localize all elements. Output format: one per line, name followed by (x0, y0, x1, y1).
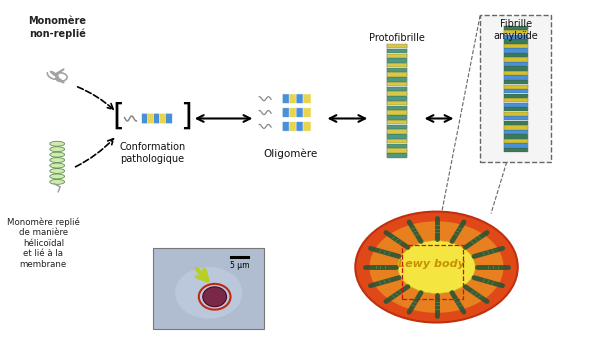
Ellipse shape (50, 158, 65, 163)
Ellipse shape (50, 174, 65, 179)
Bar (504, 89, 527, 93)
Ellipse shape (203, 287, 226, 307)
Text: [: [ (113, 102, 125, 131)
Bar (387, 68, 407, 72)
Bar (387, 106, 407, 110)
Bar (504, 48, 527, 52)
Ellipse shape (50, 163, 65, 168)
Bar (504, 35, 527, 39)
Bar (504, 103, 527, 107)
Bar (387, 44, 407, 48)
Bar (387, 72, 407, 77)
Ellipse shape (398, 241, 475, 293)
Bar (387, 53, 407, 58)
Bar (504, 84, 527, 89)
FancyBboxPatch shape (289, 122, 297, 131)
FancyBboxPatch shape (282, 122, 290, 131)
Ellipse shape (50, 169, 65, 173)
Bar (504, 30, 527, 34)
Bar (387, 111, 407, 115)
FancyBboxPatch shape (153, 248, 264, 330)
Bar (504, 107, 527, 112)
Bar (387, 125, 407, 129)
FancyBboxPatch shape (159, 113, 166, 124)
FancyBboxPatch shape (289, 94, 297, 103)
Text: 5 µm: 5 µm (230, 261, 249, 270)
Text: Fibrille
amyloïde: Fibrille amyloïde (494, 20, 538, 41)
FancyBboxPatch shape (282, 108, 290, 117)
Bar (504, 143, 527, 148)
Bar (504, 112, 527, 116)
Text: Monomère replié
de manière
hélicoïdal
et lié à la
membrane: Monomère replié de manière hélicoïdal et… (7, 218, 80, 269)
Bar (387, 77, 407, 82)
Bar (504, 121, 527, 125)
Ellipse shape (50, 179, 65, 184)
Bar (504, 67, 527, 71)
FancyBboxPatch shape (165, 113, 172, 124)
Ellipse shape (50, 147, 65, 152)
Bar (387, 129, 407, 134)
Bar (387, 92, 407, 96)
Bar (504, 71, 527, 75)
Ellipse shape (369, 221, 504, 313)
Ellipse shape (50, 141, 65, 146)
FancyBboxPatch shape (289, 108, 297, 117)
Bar (504, 94, 527, 98)
Bar (387, 49, 407, 53)
FancyBboxPatch shape (303, 122, 311, 131)
Bar (387, 148, 407, 153)
Bar (387, 58, 407, 63)
FancyBboxPatch shape (303, 108, 311, 117)
Bar (387, 82, 407, 87)
FancyBboxPatch shape (147, 113, 154, 124)
Bar (387, 87, 407, 91)
Bar (504, 26, 527, 30)
FancyBboxPatch shape (296, 108, 304, 117)
Bar (504, 125, 527, 129)
Bar (387, 153, 407, 158)
Ellipse shape (355, 212, 518, 322)
Text: Monomère
non-replié: Monomère non-replié (28, 17, 86, 39)
Bar (504, 98, 527, 102)
Bar (387, 63, 407, 68)
Bar (387, 101, 407, 105)
Bar (504, 116, 527, 120)
Bar (504, 44, 527, 48)
FancyBboxPatch shape (480, 16, 551, 162)
Bar (504, 39, 527, 44)
FancyBboxPatch shape (153, 113, 160, 124)
Bar (504, 75, 527, 80)
Bar (387, 120, 407, 124)
Text: Conformation
pathologique: Conformation pathologique (119, 142, 185, 164)
Bar (387, 144, 407, 148)
Bar (387, 96, 407, 101)
Bar (504, 62, 527, 66)
Bar (504, 57, 527, 62)
Bar (504, 130, 527, 134)
Text: Protofibrille: Protofibrille (369, 33, 425, 43)
Bar (504, 80, 527, 84)
FancyBboxPatch shape (141, 113, 148, 124)
Text: Lewy body: Lewy body (398, 259, 465, 269)
FancyBboxPatch shape (296, 94, 304, 103)
Bar (504, 139, 527, 143)
Bar (387, 139, 407, 143)
Bar (504, 134, 527, 139)
Ellipse shape (175, 267, 242, 318)
Bar (387, 115, 407, 120)
Ellipse shape (50, 152, 65, 157)
Bar (504, 53, 527, 57)
Bar (504, 148, 527, 152)
Text: ]: ] (180, 102, 192, 131)
FancyBboxPatch shape (303, 94, 311, 103)
Text: Oligomère: Oligomère (264, 148, 318, 159)
Bar (387, 134, 407, 139)
FancyBboxPatch shape (296, 122, 304, 131)
FancyBboxPatch shape (282, 94, 290, 103)
